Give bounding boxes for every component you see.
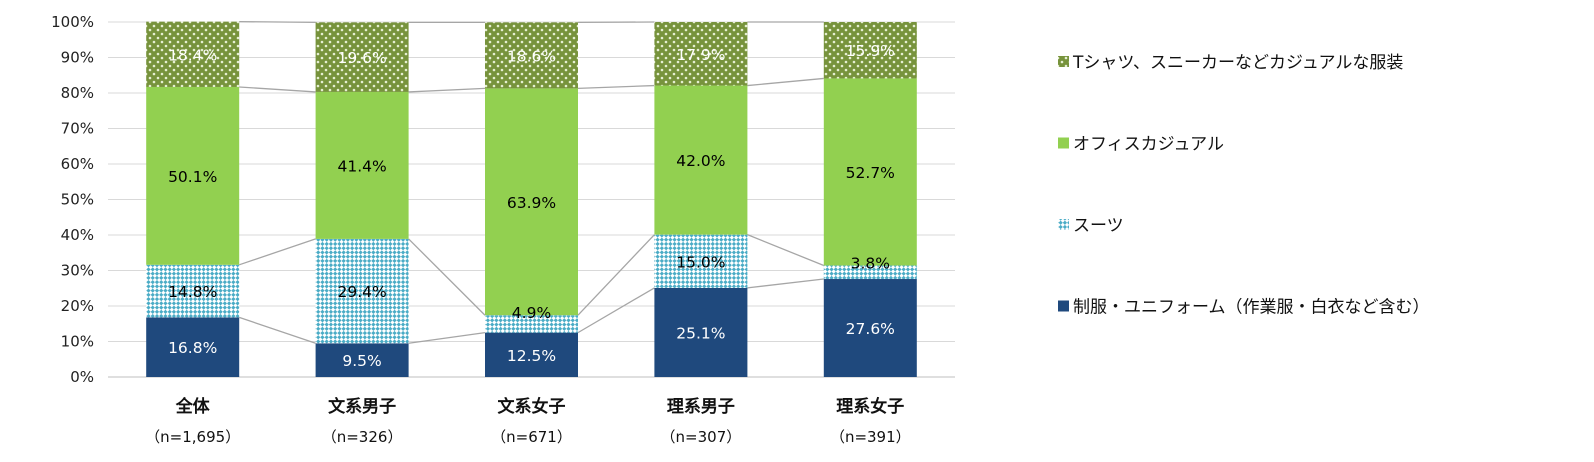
series-line	[747, 278, 824, 289]
data-label: 12.5%	[507, 347, 556, 365]
legend-swatch	[1058, 56, 1069, 67]
bar-segment	[146, 86, 240, 265]
data-label: 18.6%	[507, 47, 556, 65]
series-line	[747, 234, 825, 267]
bar-segment	[823, 22, 917, 79]
series-line	[577, 84, 655, 90]
data-label: 4.9%	[512, 304, 551, 322]
category-n-label: （n=307）	[661, 428, 742, 446]
y-tick-label: 60%	[61, 155, 94, 173]
legend: Tシャツ、スニーカーなどカジュアルな服装オフィスカジュアルスーツ制服・ユニフォー…	[1058, 53, 1430, 318]
legend-swatch	[1058, 219, 1069, 230]
data-label: 9.5%	[342, 352, 381, 370]
bar-segment	[654, 85, 748, 235]
bar-segment	[485, 22, 578, 89]
bar-segment	[823, 78, 917, 266]
y-tick-label: 40%	[61, 226, 94, 244]
series-line	[577, 287, 655, 334]
category-n-label: （n=671）	[491, 428, 572, 446]
bar-segment	[485, 332, 578, 377]
data-label: 15.9%	[846, 42, 895, 60]
data-label: 41.4%	[337, 157, 386, 175]
y-tick-label: 50%	[61, 191, 94, 209]
data-label: 16.8%	[168, 339, 217, 357]
bar-segment	[146, 21, 240, 87]
legend-label: スーツ	[1073, 216, 1124, 236]
data-label: 25.1%	[676, 324, 725, 342]
data-label: 50.1%	[168, 168, 217, 186]
x-axis: 全体 （n=1,695） 文系男子 （n=326） 文系女子 （n=671） 理系男子 （n=…	[145, 396, 910, 446]
bar-segment	[485, 88, 578, 316]
legend-label: オフィスカジュアル	[1073, 135, 1224, 155]
legend-swatch	[1058, 137, 1069, 149]
bar-segment	[654, 287, 748, 377]
bar-segment	[315, 22, 409, 92]
series-line	[408, 331, 486, 344]
y-tick-label: 90%	[61, 49, 94, 67]
data-label: 18.4%	[168, 46, 217, 64]
category-label: 理系女子	[836, 396, 904, 417]
data-label: 42.0%	[676, 152, 725, 170]
y-tick-label: 30%	[61, 262, 94, 280]
data-label: 52.7%	[846, 164, 895, 182]
bar-segment	[146, 317, 240, 377]
category-label: 全体	[175, 396, 211, 417]
data-label: 17.9%	[676, 46, 725, 64]
data-label: 63.9%	[507, 194, 556, 212]
data-label: 19.6%	[337, 49, 386, 67]
bar-segment	[654, 22, 748, 86]
y-tick-label: 20%	[61, 297, 94, 315]
data-label: 29.4%	[337, 283, 386, 301]
series-line	[238, 316, 316, 344]
category-n-label: （n=1,695）	[145, 428, 240, 446]
legend-label: Tシャツ、スニーカーなどカジュアルな服装	[1072, 53, 1403, 73]
bar-segment	[315, 91, 409, 239]
bars	[146, 21, 917, 377]
bar-segment	[654, 234, 748, 288]
bar-segment	[146, 264, 240, 318]
data-label: 14.8%	[168, 283, 217, 301]
category-label: 理系男子	[667, 397, 735, 417]
bar-segment	[315, 343, 409, 377]
data-labels: 16.8% 14.8% 50.1% 18.4% 9.5% 29.4% 41.4% 19.6% 1…	[168, 42, 895, 370]
y-tick-label: 100%	[51, 13, 94, 31]
data-label: 27.6%	[846, 320, 895, 338]
series-line	[238, 238, 316, 266]
series-line	[408, 87, 486, 93]
y-tick-label: 80%	[61, 84, 94, 102]
data-label: 15.0%	[676, 253, 725, 271]
legend-label: 制服・ユニフォーム（作業服・白衣など含む）	[1073, 298, 1430, 318]
bar-segment	[485, 315, 578, 333]
category-n-label: （n=326）	[322, 428, 403, 446]
bar-segment	[315, 238, 409, 344]
series-line	[239, 20, 316, 24]
category-n-label: （n=391）	[830, 428, 911, 446]
data-label: 3.8%	[851, 255, 890, 273]
y-tick-label: 0%	[70, 368, 94, 386]
category-label: 文系女子	[498, 396, 566, 417]
series-line	[239, 86, 316, 93]
category-label: 文系男子	[328, 396, 396, 417]
bar-segment	[823, 279, 917, 377]
series-line	[408, 238, 486, 316]
legend-swatch	[1058, 300, 1069, 312]
series-lines	[238, 20, 825, 344]
bar-segment	[823, 265, 917, 280]
series-line	[747, 77, 824, 87]
y-axis: 0% 10% 20% 30% 40% 50% 60% 70% 80% 90% 100%	[51, 13, 94, 386]
y-tick-label: 70%	[61, 120, 94, 138]
y-tick-label: 10%	[61, 333, 94, 351]
series-line	[577, 234, 655, 316]
